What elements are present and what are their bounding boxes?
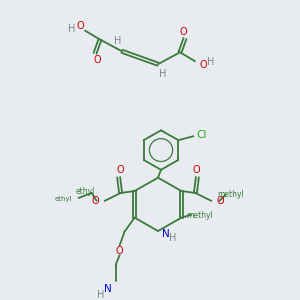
Text: O: O bbox=[193, 165, 200, 175]
Text: O: O bbox=[93, 55, 101, 65]
Text: ethyl: ethyl bbox=[76, 187, 95, 196]
Text: O: O bbox=[116, 246, 123, 256]
Text: methyl: methyl bbox=[217, 190, 244, 200]
Text: O: O bbox=[199, 60, 207, 70]
Text: H: H bbox=[114, 37, 122, 46]
Text: H: H bbox=[159, 69, 167, 79]
Text: N: N bbox=[104, 284, 112, 294]
Text: ethyl: ethyl bbox=[55, 196, 73, 202]
Text: H: H bbox=[169, 233, 177, 243]
Text: Cl: Cl bbox=[196, 130, 206, 140]
Text: O: O bbox=[92, 196, 100, 206]
Text: O: O bbox=[117, 165, 124, 175]
Text: O: O bbox=[179, 27, 187, 37]
Text: O: O bbox=[76, 21, 84, 31]
Text: N: N bbox=[162, 229, 170, 239]
Text: H: H bbox=[97, 290, 104, 300]
Text: O: O bbox=[216, 196, 224, 206]
Text: methyl: methyl bbox=[186, 211, 213, 220]
Text: H: H bbox=[68, 24, 76, 34]
Text: H: H bbox=[207, 57, 215, 67]
